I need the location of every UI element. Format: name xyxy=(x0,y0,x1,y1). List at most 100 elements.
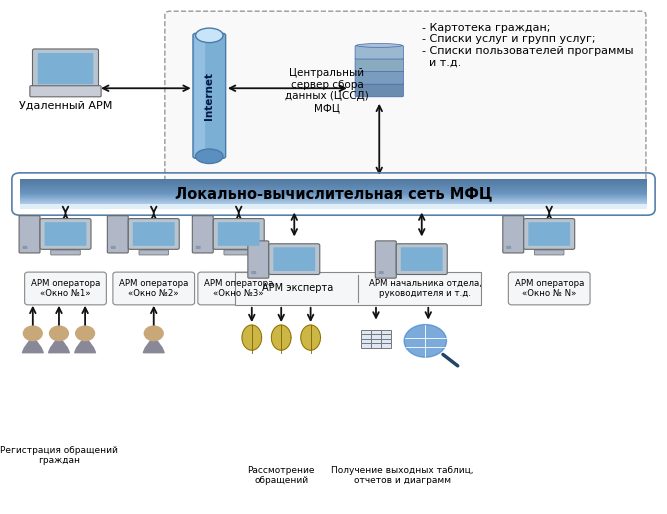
Bar xyxy=(20,185,647,186)
Bar xyxy=(20,183,647,184)
Text: Internet: Internet xyxy=(204,72,214,120)
Bar xyxy=(362,334,371,339)
Bar xyxy=(362,329,371,334)
Bar xyxy=(381,334,391,339)
Text: Регистрация обращений
граждан: Регистрация обращений граждан xyxy=(0,446,118,465)
Text: АРМ оператора
«Окно №1»: АРМ оператора «Окно №1» xyxy=(31,279,100,298)
FancyBboxPatch shape xyxy=(355,45,404,59)
Bar xyxy=(20,195,647,196)
Bar xyxy=(20,192,647,193)
Bar xyxy=(20,196,647,197)
Text: АРМ оператора
«Окно № N»: АРМ оператора «Окно № N» xyxy=(514,279,584,298)
FancyBboxPatch shape xyxy=(251,271,256,274)
Bar xyxy=(20,197,647,198)
Bar xyxy=(381,343,391,347)
Bar xyxy=(20,205,647,206)
FancyBboxPatch shape xyxy=(19,216,40,253)
FancyBboxPatch shape xyxy=(248,241,269,278)
FancyBboxPatch shape xyxy=(51,250,80,255)
Bar xyxy=(20,201,647,202)
Circle shape xyxy=(144,326,163,341)
FancyBboxPatch shape xyxy=(133,222,175,246)
Polygon shape xyxy=(49,341,69,353)
FancyBboxPatch shape xyxy=(528,222,570,246)
FancyBboxPatch shape xyxy=(407,275,436,280)
FancyBboxPatch shape xyxy=(355,70,404,84)
Bar xyxy=(20,202,647,203)
Text: Получение выходных таблиц,
отчетов и диаграмм: Получение выходных таблиц, отчетов и диа… xyxy=(331,466,474,485)
FancyBboxPatch shape xyxy=(33,49,99,88)
FancyBboxPatch shape xyxy=(273,247,315,271)
FancyBboxPatch shape xyxy=(198,272,279,305)
FancyBboxPatch shape xyxy=(195,246,201,249)
Circle shape xyxy=(404,324,446,357)
Polygon shape xyxy=(271,325,291,350)
FancyBboxPatch shape xyxy=(30,86,101,97)
Bar xyxy=(20,179,647,180)
Polygon shape xyxy=(23,341,43,353)
FancyBboxPatch shape xyxy=(107,216,128,253)
FancyBboxPatch shape xyxy=(38,53,93,84)
Polygon shape xyxy=(143,341,164,353)
FancyBboxPatch shape xyxy=(534,250,564,255)
FancyBboxPatch shape xyxy=(139,250,169,255)
Polygon shape xyxy=(75,341,95,353)
FancyBboxPatch shape xyxy=(355,58,404,71)
Text: Удаленный АРМ: Удаленный АРМ xyxy=(19,101,112,111)
Bar xyxy=(20,198,647,199)
Bar xyxy=(362,339,371,343)
Ellipse shape xyxy=(195,149,223,163)
Text: АРМ начальника отдела,
руководителя и т.д.: АРМ начальника отдела, руководителя и т.… xyxy=(369,279,482,298)
FancyBboxPatch shape xyxy=(113,272,195,305)
Text: Рассмотрение
обращений: Рассмотрение обращений xyxy=(247,466,315,485)
FancyBboxPatch shape xyxy=(235,272,481,305)
Bar xyxy=(371,339,381,343)
Ellipse shape xyxy=(356,44,402,47)
Ellipse shape xyxy=(195,28,223,43)
FancyBboxPatch shape xyxy=(540,243,558,252)
FancyBboxPatch shape xyxy=(269,244,319,274)
Bar xyxy=(371,343,381,347)
Bar xyxy=(20,188,647,189)
Bar xyxy=(20,190,647,191)
FancyBboxPatch shape xyxy=(193,33,225,158)
FancyBboxPatch shape xyxy=(165,11,646,191)
Bar xyxy=(20,203,647,204)
FancyBboxPatch shape xyxy=(355,83,404,97)
FancyBboxPatch shape xyxy=(224,250,253,255)
Polygon shape xyxy=(301,325,320,350)
FancyBboxPatch shape xyxy=(192,216,213,253)
FancyBboxPatch shape xyxy=(230,243,247,252)
Bar xyxy=(20,200,647,201)
FancyBboxPatch shape xyxy=(111,246,115,249)
Bar xyxy=(362,343,371,347)
FancyBboxPatch shape xyxy=(40,218,91,249)
Bar xyxy=(371,329,381,334)
FancyBboxPatch shape xyxy=(376,241,396,278)
Bar xyxy=(20,206,647,207)
Bar xyxy=(20,207,647,208)
FancyBboxPatch shape xyxy=(396,244,448,274)
Bar xyxy=(20,204,647,205)
Text: АРМ эксперта: АРМ эксперта xyxy=(262,284,334,293)
FancyBboxPatch shape xyxy=(524,218,575,249)
Text: АРМ оператора
«Окно №2»: АРМ оператора «Окно №2» xyxy=(119,279,189,298)
Circle shape xyxy=(49,326,69,341)
Circle shape xyxy=(75,326,95,341)
Text: Центральный
сервер сбора
данных (ЦССД)
МФЦ: Центральный сервер сбора данных (ЦССД) М… xyxy=(285,68,369,113)
FancyBboxPatch shape xyxy=(279,275,309,280)
Bar xyxy=(20,191,647,192)
Bar xyxy=(381,329,391,334)
Bar xyxy=(20,193,647,194)
Bar xyxy=(371,334,381,339)
FancyBboxPatch shape xyxy=(218,222,259,246)
Bar xyxy=(20,186,647,187)
Bar xyxy=(20,187,647,188)
Bar xyxy=(20,199,647,200)
FancyBboxPatch shape xyxy=(503,216,524,253)
Circle shape xyxy=(23,326,42,341)
FancyBboxPatch shape xyxy=(57,243,75,252)
Bar xyxy=(20,180,647,181)
Polygon shape xyxy=(242,325,261,350)
Bar xyxy=(381,339,391,343)
